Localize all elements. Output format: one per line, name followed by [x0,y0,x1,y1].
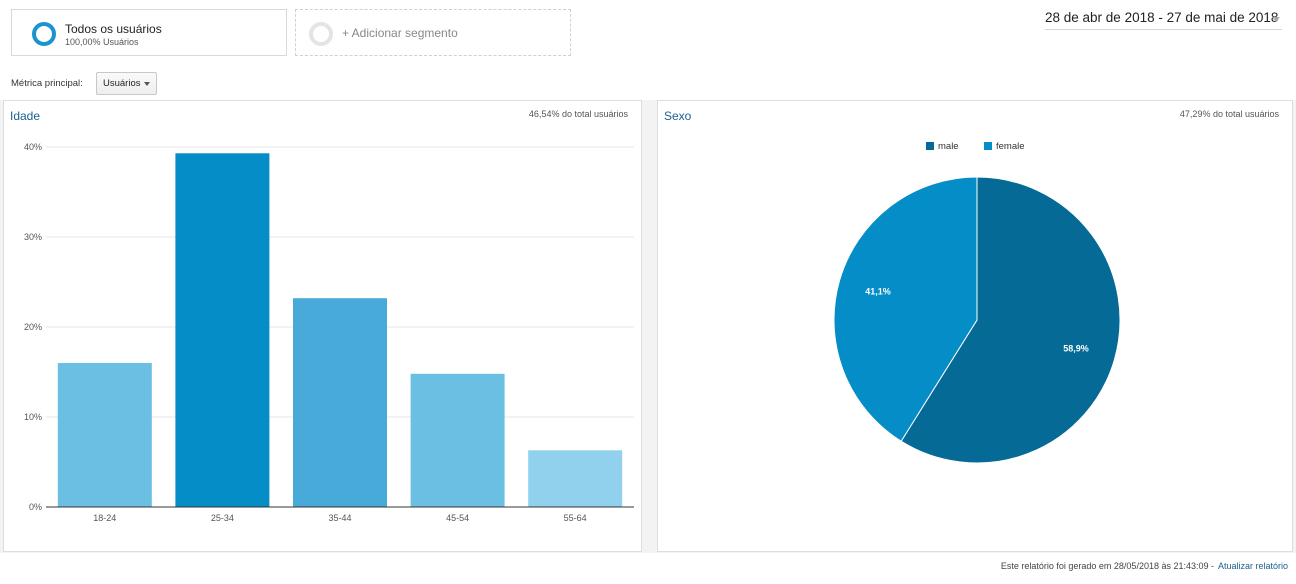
bar-18-24 [57,363,152,507]
x-tick-label: 25-34 [211,513,234,523]
pie-slice-female [833,176,978,442]
chevron-down-icon [1272,17,1280,22]
bar-35-44 [293,298,387,507]
pie-slice-male [900,176,1121,464]
refresh-report-link[interactable]: Atualizar relatório [1217,561,1288,571]
segment-subtitle: 100,00% Usuários [65,37,139,47]
legend-swatch-male [926,142,934,150]
y-tick-label: 10% [24,412,42,422]
bar-45-54 [410,373,505,507]
pie-value-label: 41,1% [865,287,891,297]
sex-panel-title: Sexo [664,109,692,123]
report-generated-text: Este relatório foi gerado em 28/05/2018 … [1000,561,1214,571]
report-footer: Este relatório foi gerado em 28/05/2018 … [0,553,1296,584]
sex-pie-chart: male female 58,9% 41,1% [833,141,1121,464]
legend-label-female: female [996,141,1025,152]
add-segment-label: + Adicionar segmento [342,26,458,40]
metric-select[interactable]: Usuários [96,72,157,95]
y-tick-label: 20% [24,322,42,332]
bar-55-64 [528,450,623,507]
x-tick-label: 45-54 [446,513,469,523]
dropdown-caret-icon [144,82,150,86]
report-header: Todos os usuários 100,00% Usuários + Adi… [0,0,1296,100]
legend-label-male: male [938,141,959,152]
date-range-label: 28 de abr de 2018 - 27 de mai de 2018 [1045,10,1279,25]
segment-card-all-users[interactable]: Todos os usuários 100,00% Usuários [11,9,287,56]
y-tick-label: 0% [29,502,42,512]
x-tick-label: 35-44 [328,513,351,523]
y-tick-label: 40% [24,142,42,152]
pie-value-label: 58,9% [1063,343,1089,353]
date-range-selector[interactable]: 28 de abr de 2018 - 27 de mai de 2018 [1045,10,1282,30]
empty-segment-ring-icon [309,22,333,46]
sex-panel: Sexo 47,29% do total usuários male female… [657,100,1293,552]
metric-label: Métrica principal: [11,78,83,89]
age-panel: Idade 46,54% do total usuários 0% 10% 20% 3… [3,100,642,552]
x-tick-label: 55-64 [564,513,587,523]
segment-ring-icon [32,22,56,46]
bar-25-34 [175,153,270,508]
age-bar-chart: 0% 10% 20% 30% 40% 18-24 25-34 35-44 45-54 55-64 [24,142,634,523]
age-panel-title: Idade [10,109,41,123]
y-tick-label: 30% [24,232,42,242]
x-tick-label: 18-24 [93,513,116,523]
add-segment-button[interactable]: + Adicionar segmento [295,9,571,56]
age-panel-total: 46,54% do total usuários [528,109,628,119]
sex-panel-total: 47,29% do total usuários [1179,109,1279,119]
legend-swatch-female [984,142,992,150]
segment-title: Todos os usuários [65,22,162,36]
metric-selected-value: Usuários [103,78,141,89]
